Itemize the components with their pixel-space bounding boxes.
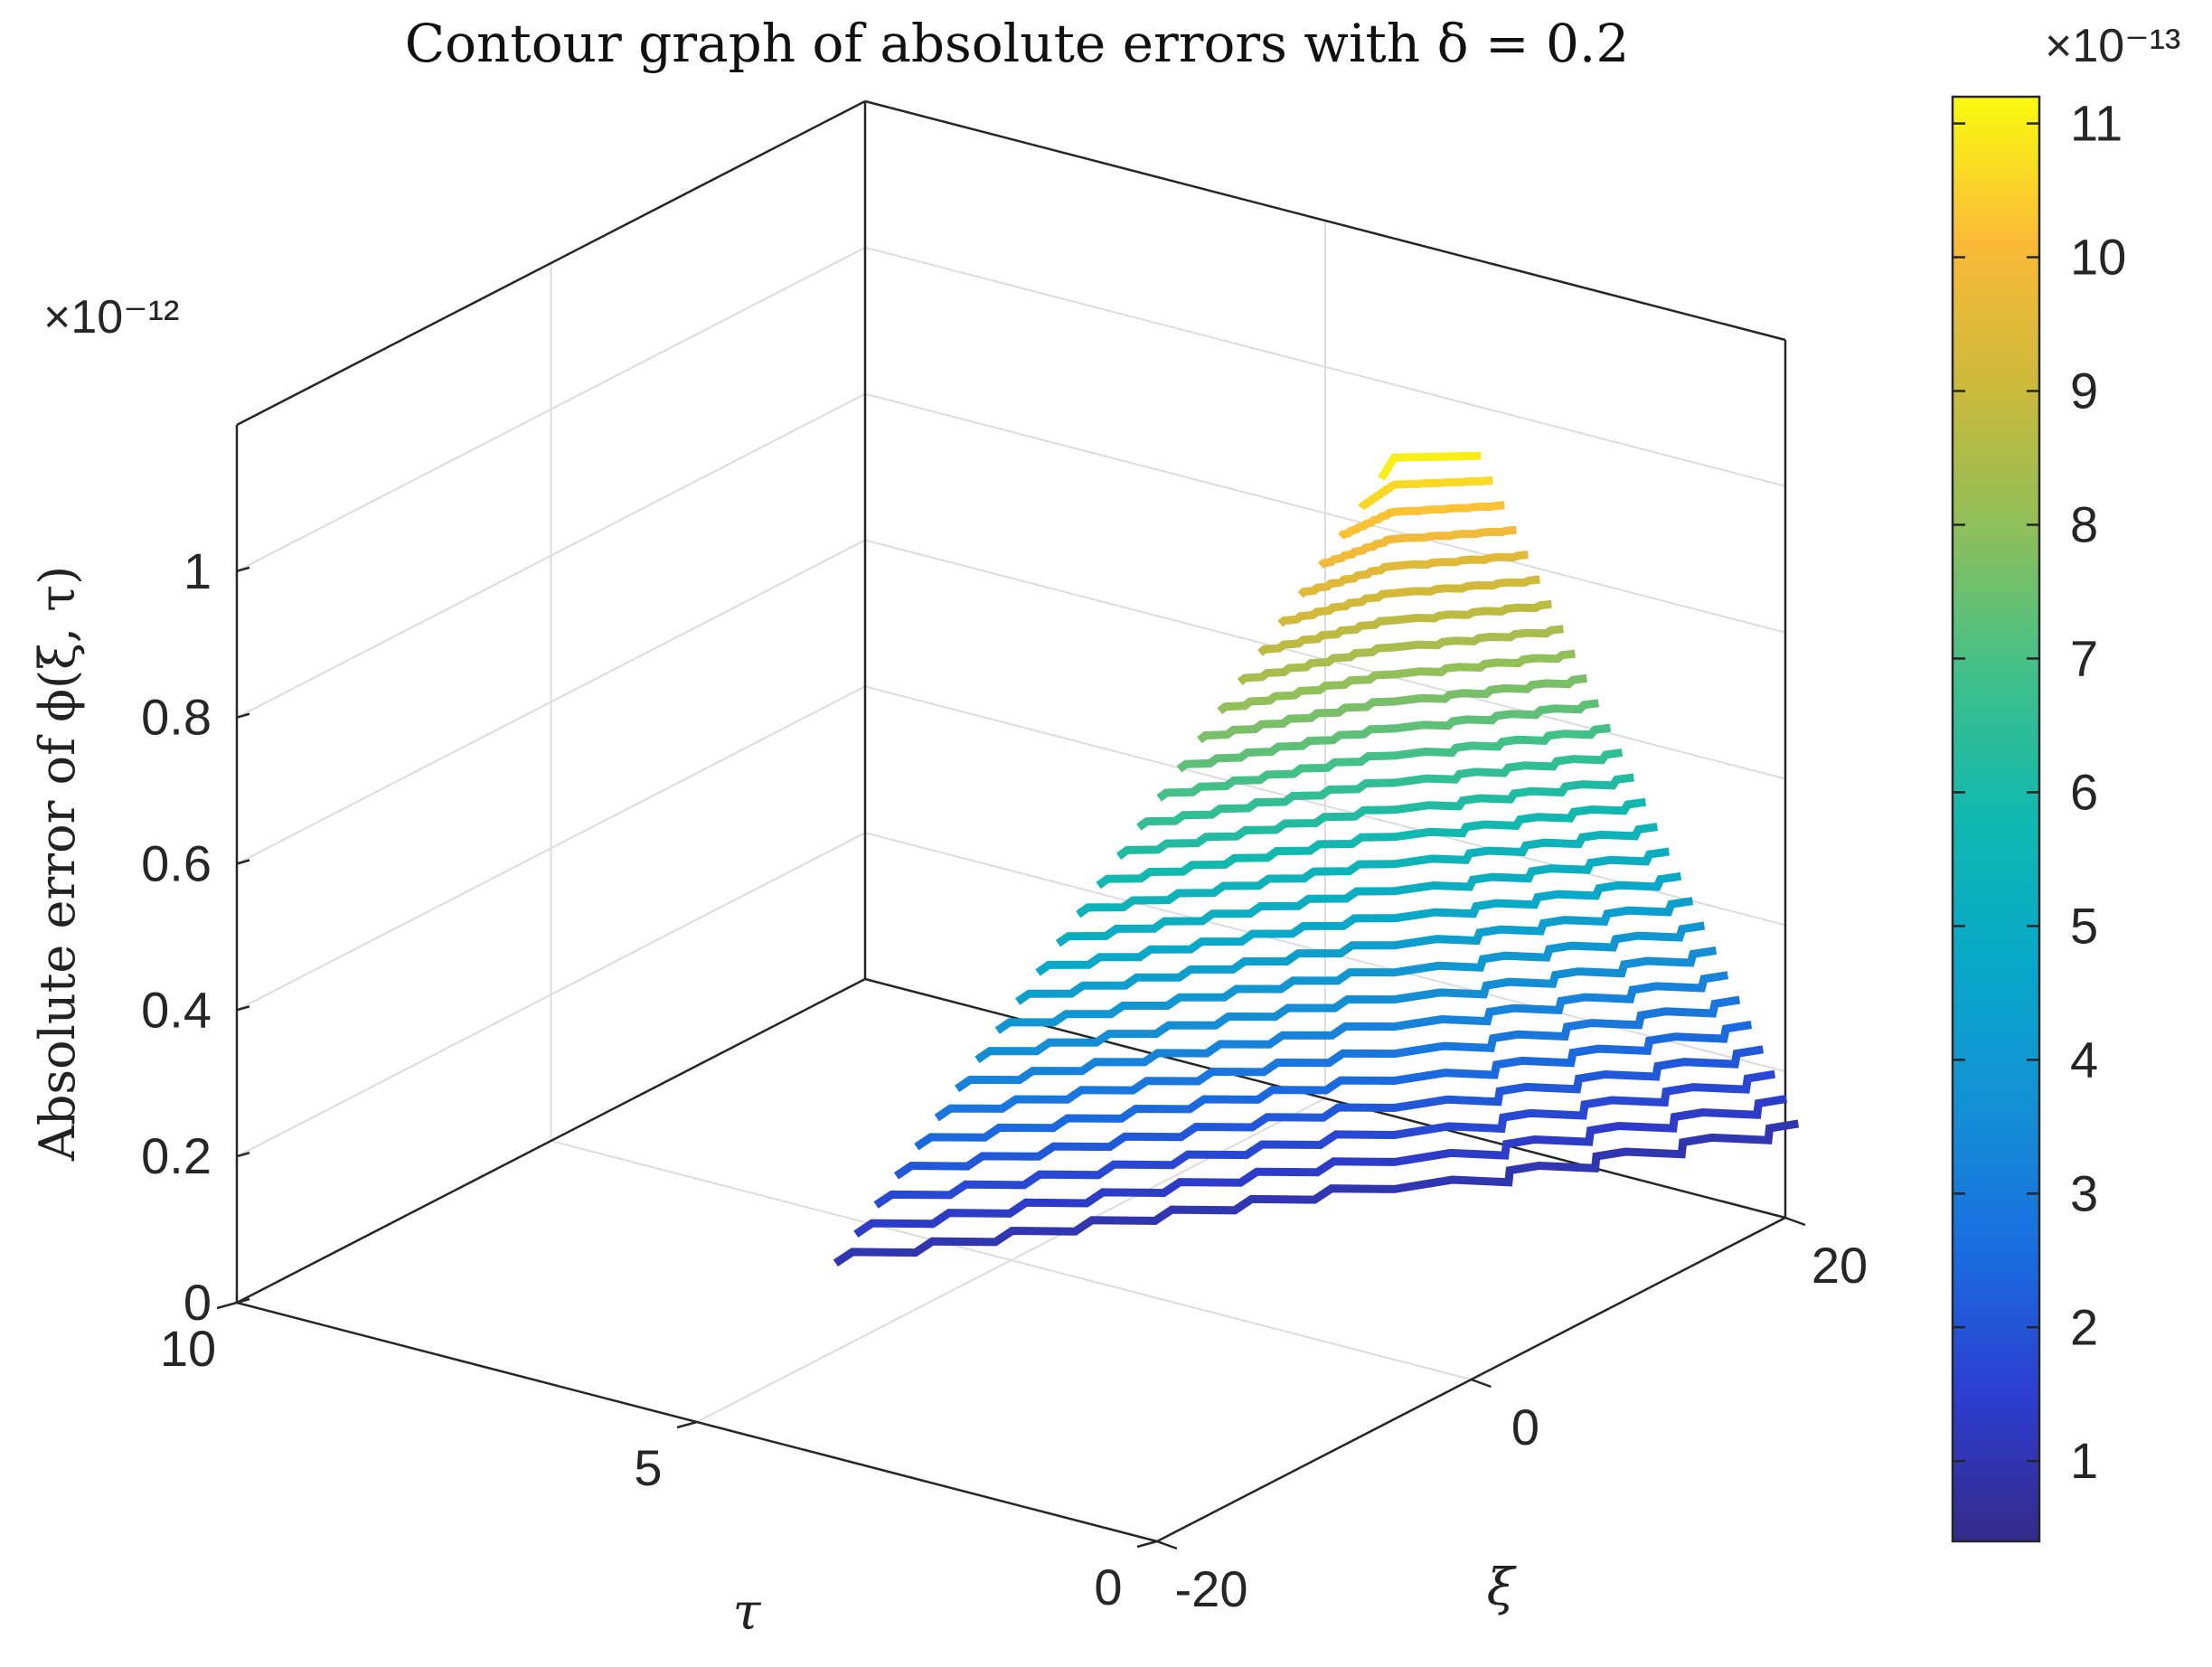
colorbar-tick-label: 1 (2070, 1432, 2098, 1489)
tau-tick-label: 0 (1094, 1559, 1122, 1615)
z-tick-label: 0.8 (141, 689, 212, 746)
z-tick-mark (236, 1151, 250, 1158)
contour-line (853, 1095, 1788, 1238)
tau-tick-mark (216, 1301, 238, 1310)
colorbar-ticks: 1 2 3 4 5 6 7 8 9 10 11 (1953, 95, 2126, 1489)
z-grid-line (236, 246, 1786, 572)
contour-line (1115, 773, 1634, 860)
colorbar-tick-label: 5 (2070, 897, 2098, 954)
xi-tick-mark (1156, 1540, 1178, 1550)
z-grid-line (236, 832, 1786, 1158)
contour-line (1318, 525, 1517, 570)
z-tick-label: 0 (184, 1274, 212, 1331)
xi-tick-label: -20 (1175, 1560, 1248, 1617)
contour-line (873, 1069, 1776, 1209)
contour-line (1015, 897, 1694, 1005)
contour-line (1076, 823, 1659, 918)
tau-tick-mark (1136, 1540, 1158, 1549)
z-tick-label: 0.4 (141, 981, 212, 1038)
z-tick-mark (236, 566, 250, 573)
box-edge (236, 99, 866, 427)
xi-tick-mark (1784, 1216, 1806, 1227)
colorbar-tick-label: 2 (2070, 1298, 2098, 1355)
x-axis-label: ξ (1487, 1559, 1518, 1617)
colorbar-tick-label: 11 (2070, 95, 2123, 152)
contour-line (893, 1045, 1765, 1180)
colorbar-tick-label: 9 (2070, 363, 2098, 419)
contour-line (994, 921, 1706, 1034)
contour-line (974, 946, 1718, 1064)
contour-line (1237, 625, 1564, 685)
xi-tick-label: 20 (1812, 1237, 1868, 1294)
z-grid-line (236, 392, 1786, 719)
contour-line (1358, 476, 1493, 511)
contour-line (955, 971, 1729, 1093)
colorbar-tick-label: 4 (2070, 1031, 2098, 1088)
z-axis-label: Absolute error of ϕ(ξ, τ) (29, 566, 86, 1162)
contour-line (1217, 649, 1576, 715)
xi-tick-label: 0 (1511, 1399, 1539, 1455)
z-tick-label: 1 (184, 542, 212, 599)
colorbar-tick-label: 3 (2070, 1164, 2098, 1221)
floor-grid-line (696, 1097, 1326, 1423)
contour-line (1055, 847, 1671, 947)
contour-line (1338, 501, 1505, 540)
contour-line (1096, 797, 1647, 890)
z-tick-label: 0.6 (141, 835, 212, 892)
box-edge (864, 99, 1786, 342)
contour-line (833, 1119, 1800, 1267)
z-tick-mark (236, 1005, 250, 1012)
tau-tick-label: 5 (634, 1439, 662, 1496)
contour-line (1136, 749, 1623, 831)
z-tick-mark (236, 859, 250, 865)
contour-line (1176, 699, 1599, 773)
contour-line (914, 1021, 1753, 1151)
colorbar-gradient (1951, 95, 2041, 1543)
contour-line (1277, 575, 1540, 627)
colorbar-tick-label: 7 (2070, 629, 2098, 686)
tau-tick-label: 10 (160, 1320, 216, 1377)
box-edge (236, 977, 866, 1304)
contour-line (1197, 673, 1587, 744)
z-tick-label: 0.2 (141, 1127, 212, 1184)
y-axis-label: τ (733, 1583, 762, 1642)
colorbar-exponent-label: ×10⁻¹³ (2045, 20, 2180, 72)
chart-title: Contour graph of absolute errors with δ … (405, 13, 1629, 74)
colorbar-tick-label: 8 (2070, 495, 2098, 552)
colorbar: 1 2 3 4 5 6 7 8 9 10 11 ×10⁻¹³ (1951, 20, 2180, 1543)
contour-line (1297, 551, 1529, 598)
z-tick-mark (236, 712, 250, 719)
xi-tick-mark (1471, 1378, 1492, 1389)
contour-line (1257, 599, 1552, 656)
z-tick-mark (236, 1297, 250, 1304)
colorbar-tick-label: 6 (2070, 763, 2098, 820)
tau-tick-mark (676, 1420, 698, 1429)
colorbar-tick-label: 10 (2070, 229, 2126, 286)
contour-line (1035, 871, 1682, 976)
contour-line (1378, 451, 1482, 481)
contour-lines (833, 451, 1800, 1267)
z-exponent-label: ×10⁻¹² (43, 291, 179, 344)
contour-line (1156, 723, 1611, 802)
contour-line (934, 995, 1741, 1122)
